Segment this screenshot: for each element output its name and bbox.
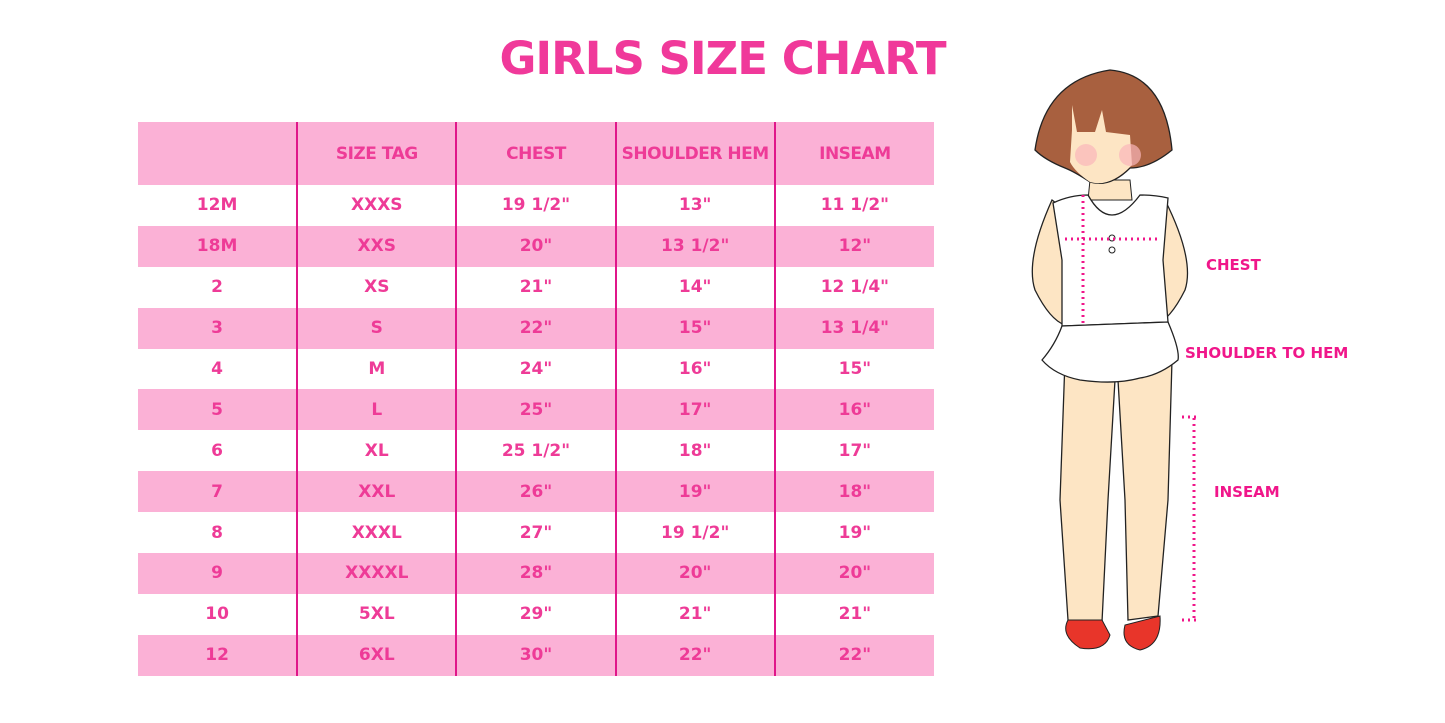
table-cell: 29" <box>455 593 616 635</box>
table-cell: 17" <box>614 389 775 431</box>
table-cell: 21" <box>773 593 934 635</box>
table-cell: 10 <box>205 604 229 625</box>
table-cell: 21" <box>455 266 616 308</box>
table-cell: 5 <box>138 389 298 431</box>
button <box>1108 246 1116 254</box>
cheek <box>1075 144 1097 166</box>
table-cell: 13 1/4" <box>773 307 934 349</box>
chest-label: CHEST <box>1206 256 1261 274</box>
left-leg <box>1059 359 1116 623</box>
table-cell: 4 <box>211 359 224 379</box>
table-cell: XXL <box>296 471 457 513</box>
shirt <box>1052 194 1169 327</box>
right-shoe <box>1123 615 1161 651</box>
shoulder-to-hem-label: SHOULDER TO HEM <box>1185 344 1349 362</box>
table-cell: XL <box>296 430 457 472</box>
table-cell: 3 <box>138 307 298 349</box>
table-cell: 9 <box>138 553 298 594</box>
table-cell: XXS <box>296 225 457 267</box>
column-header <box>138 122 298 185</box>
table-cell: 6 <box>211 440 224 461</box>
inseam-label: INSEAM <box>1214 483 1280 501</box>
table-cell: 16" <box>773 389 934 431</box>
table-cell: 19" <box>614 471 775 513</box>
column-header: INSEAM <box>773 122 934 185</box>
table-cell: 6XL <box>296 634 457 676</box>
table-cell: 15" <box>773 348 934 390</box>
table-row: 3 S 22" 15" 13 1/4" <box>138 307 934 349</box>
table-cell: 18" <box>773 471 934 513</box>
neck <box>1087 179 1133 201</box>
table-row: 12M XXXS 19 1/2" 13" 11 1/2" <box>138 185 934 226</box>
table-row: 4 M 24" 16" 15" <box>138 348 934 390</box>
table-cell: 20" <box>614 553 775 594</box>
table-row: 7 XXL 26" 19" 18" <box>138 471 934 513</box>
table-row: 8 XXXL 27" 19 1/2" 19" <box>138 512 934 554</box>
table-cell: 21" <box>614 593 775 635</box>
girl-measurement-illustration <box>1031 69 1200 651</box>
table-row: 2 XS 21" 14" 12 1/4" <box>138 266 934 308</box>
table-cell: L <box>296 389 457 431</box>
table-cell: 25" <box>455 389 616 431</box>
table-cell: 24" <box>455 348 616 390</box>
table-cell: 20" <box>773 553 934 594</box>
page-title: GIRLS SIZE CHART <box>499 32 946 85</box>
table-cell: S <box>296 307 457 349</box>
table-cell: 14" <box>614 266 775 308</box>
table-cell: 25 1/2" <box>455 430 616 472</box>
table-cell: XS <box>296 266 457 308</box>
table-row: 12 6XL 30" 22" 22" <box>138 634 934 676</box>
table-row: 6 XL 25 1/2" 18" 17" <box>138 430 934 472</box>
table-cell: 12 1/4" <box>773 266 934 308</box>
table-cell: XXXXL <box>296 553 457 594</box>
table-cell: 16" <box>614 348 775 390</box>
table-cell: 28" <box>455 553 616 594</box>
table-cell: 27" <box>455 512 616 554</box>
table-row: 9 XXXXL 28" 20" 20" <box>138 553 934 594</box>
table-cell: 18" <box>614 430 775 472</box>
right-leg <box>1117 359 1173 621</box>
table-cell: 19 1/2" <box>455 185 616 226</box>
table-cell: 12 <box>138 634 298 676</box>
table-cell: 13" <box>614 185 775 226</box>
table-cell: 19 1/2" <box>614 512 775 554</box>
column-header: CHEST <box>455 122 616 185</box>
table-cell: 19" <box>773 512 934 554</box>
table-cell: 2 <box>211 277 224 298</box>
size-table: SIZE TAG CHEST SHOULDER HEM INSEAM 12M XXXS 1… <box>138 122 934 676</box>
table-row: 5 L 25" 17" 16" <box>138 389 934 431</box>
table-cell: 8 <box>211 522 224 543</box>
table-cell: 30" <box>455 634 616 676</box>
column-header: SIZE TAG <box>296 122 457 185</box>
table-cell: 17" <box>773 430 934 472</box>
table-cell: 5XL <box>296 593 457 635</box>
table-cell: 22" <box>614 634 775 676</box>
table-cell: 12M <box>196 195 238 216</box>
skirt <box>1041 321 1179 383</box>
table-cell: 13 1/2" <box>614 225 775 267</box>
table-cell: 22" <box>455 307 616 349</box>
table-cell: 7 <box>138 471 298 513</box>
column-header: SHOULDER HEM <box>614 122 775 185</box>
table-cell: 18M <box>138 225 298 267</box>
left-shoe <box>1065 619 1111 650</box>
table-cell: 26" <box>455 471 616 513</box>
table-cell: 20" <box>455 225 616 267</box>
table-cell: XXXS <box>296 185 457 226</box>
table-row: 10 5XL 29" 21" 21" <box>138 593 934 635</box>
table-cell: M <box>296 348 457 390</box>
cheek <box>1119 144 1141 166</box>
table-cell: 11 1/2" <box>773 185 934 226</box>
table-row: 18M XXS 20" 13 1/2" 12" <box>138 225 934 267</box>
table-header-row: SIZE TAG CHEST SHOULDER HEM INSEAM <box>138 122 934 185</box>
table-cell: 15" <box>614 307 775 349</box>
table-cell: 12" <box>773 225 934 267</box>
table-cell: 22" <box>773 634 934 676</box>
table-cell: XXXL <box>296 512 457 554</box>
